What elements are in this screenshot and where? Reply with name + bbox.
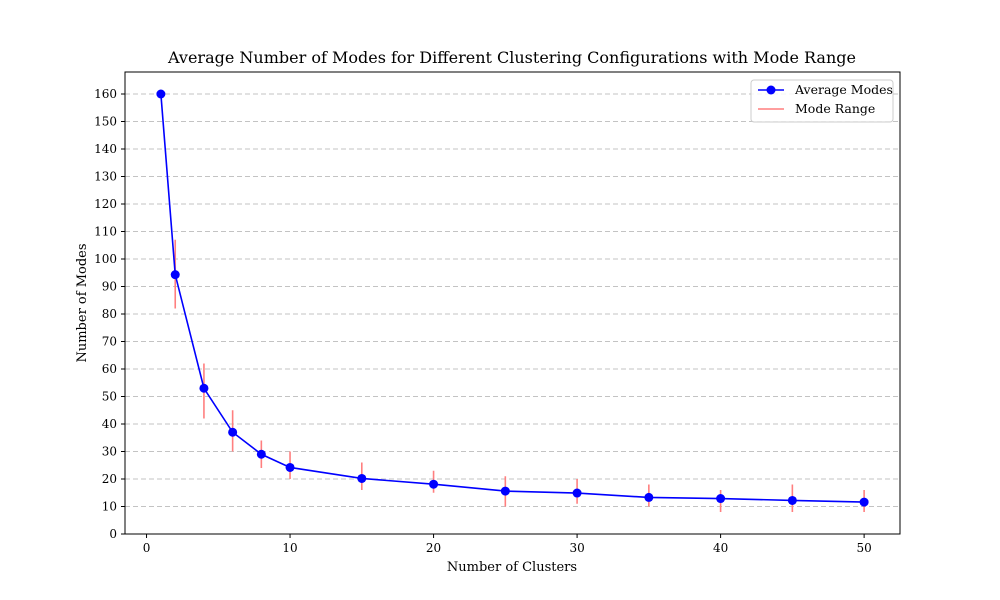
legend-range-label: Mode Range (795, 101, 875, 116)
x-axis: 0 10 20 30 40 50 (143, 534, 872, 555)
y-tick-label: 0 (109, 527, 117, 541)
x-tick-label: 20 (426, 541, 441, 555)
average-modes-point (787, 495, 797, 505)
x-tick-label: 0 (143, 541, 151, 555)
x-tick-label: 40 (713, 541, 728, 555)
y-tick-label: 150 (94, 115, 117, 129)
average-modes-point (199, 383, 209, 393)
average-modes-point (357, 473, 367, 483)
x-tick-label: 10 (282, 541, 297, 555)
average-modes-point (285, 462, 295, 472)
average-modes-point (500, 486, 510, 496)
mode-range-bars (174, 239, 865, 512)
y-tick-label: 120 (94, 197, 117, 211)
y-tick-label: 10 (102, 500, 117, 514)
x-axis-title: Number of Clusters (447, 560, 577, 575)
average-modes-point (859, 497, 869, 507)
y-tick-label: 50 (102, 390, 117, 404)
y-tick-label: 70 (102, 335, 117, 349)
average-modes-point (228, 427, 238, 437)
legend-average-label: Average Modes (794, 82, 893, 97)
y-tick-label: 130 (94, 170, 117, 184)
x-tick-label: 30 (569, 541, 584, 555)
y-tick-label: 90 (102, 280, 117, 294)
average-modes-line (160, 93, 865, 503)
average-modes-point (256, 449, 266, 459)
legend-average-marker (766, 85, 776, 95)
y-tick-label: 80 (102, 307, 117, 321)
legend-box (750, 79, 894, 123)
y-tick-label: 100 (94, 252, 117, 266)
y-tick-label: 140 (94, 142, 117, 156)
y-axis: 0 10 20 30 40 50 60 70 80 90 100 110 120 130 140 150 160 (94, 87, 125, 541)
y-tick-label: 40 (102, 417, 117, 431)
average-modes-point (572, 488, 582, 498)
chart-title: Average Number of Modes for Different Cl… (167, 48, 856, 67)
y-tick-label: 20 (102, 472, 117, 486)
average-modes-point (429, 479, 439, 489)
y-tick-label: 110 (94, 225, 117, 239)
x-tick-label: 50 (856, 541, 871, 555)
average-modes-point (156, 89, 166, 99)
y-axis-title: Number of Modes (75, 243, 90, 362)
average-modes-point (170, 270, 180, 280)
series-layer (156, 89, 869, 507)
grid (125, 93, 900, 535)
legend: Average Modes Mode Range (750, 79, 894, 123)
plot-frame (124, 71, 901, 535)
y-tick-label: 60 (102, 362, 117, 376)
y-tick-label: 30 (102, 445, 117, 459)
y-tick-label: 160 (94, 87, 117, 101)
average-modes-point (716, 494, 726, 504)
average-modes-point (644, 492, 654, 502)
